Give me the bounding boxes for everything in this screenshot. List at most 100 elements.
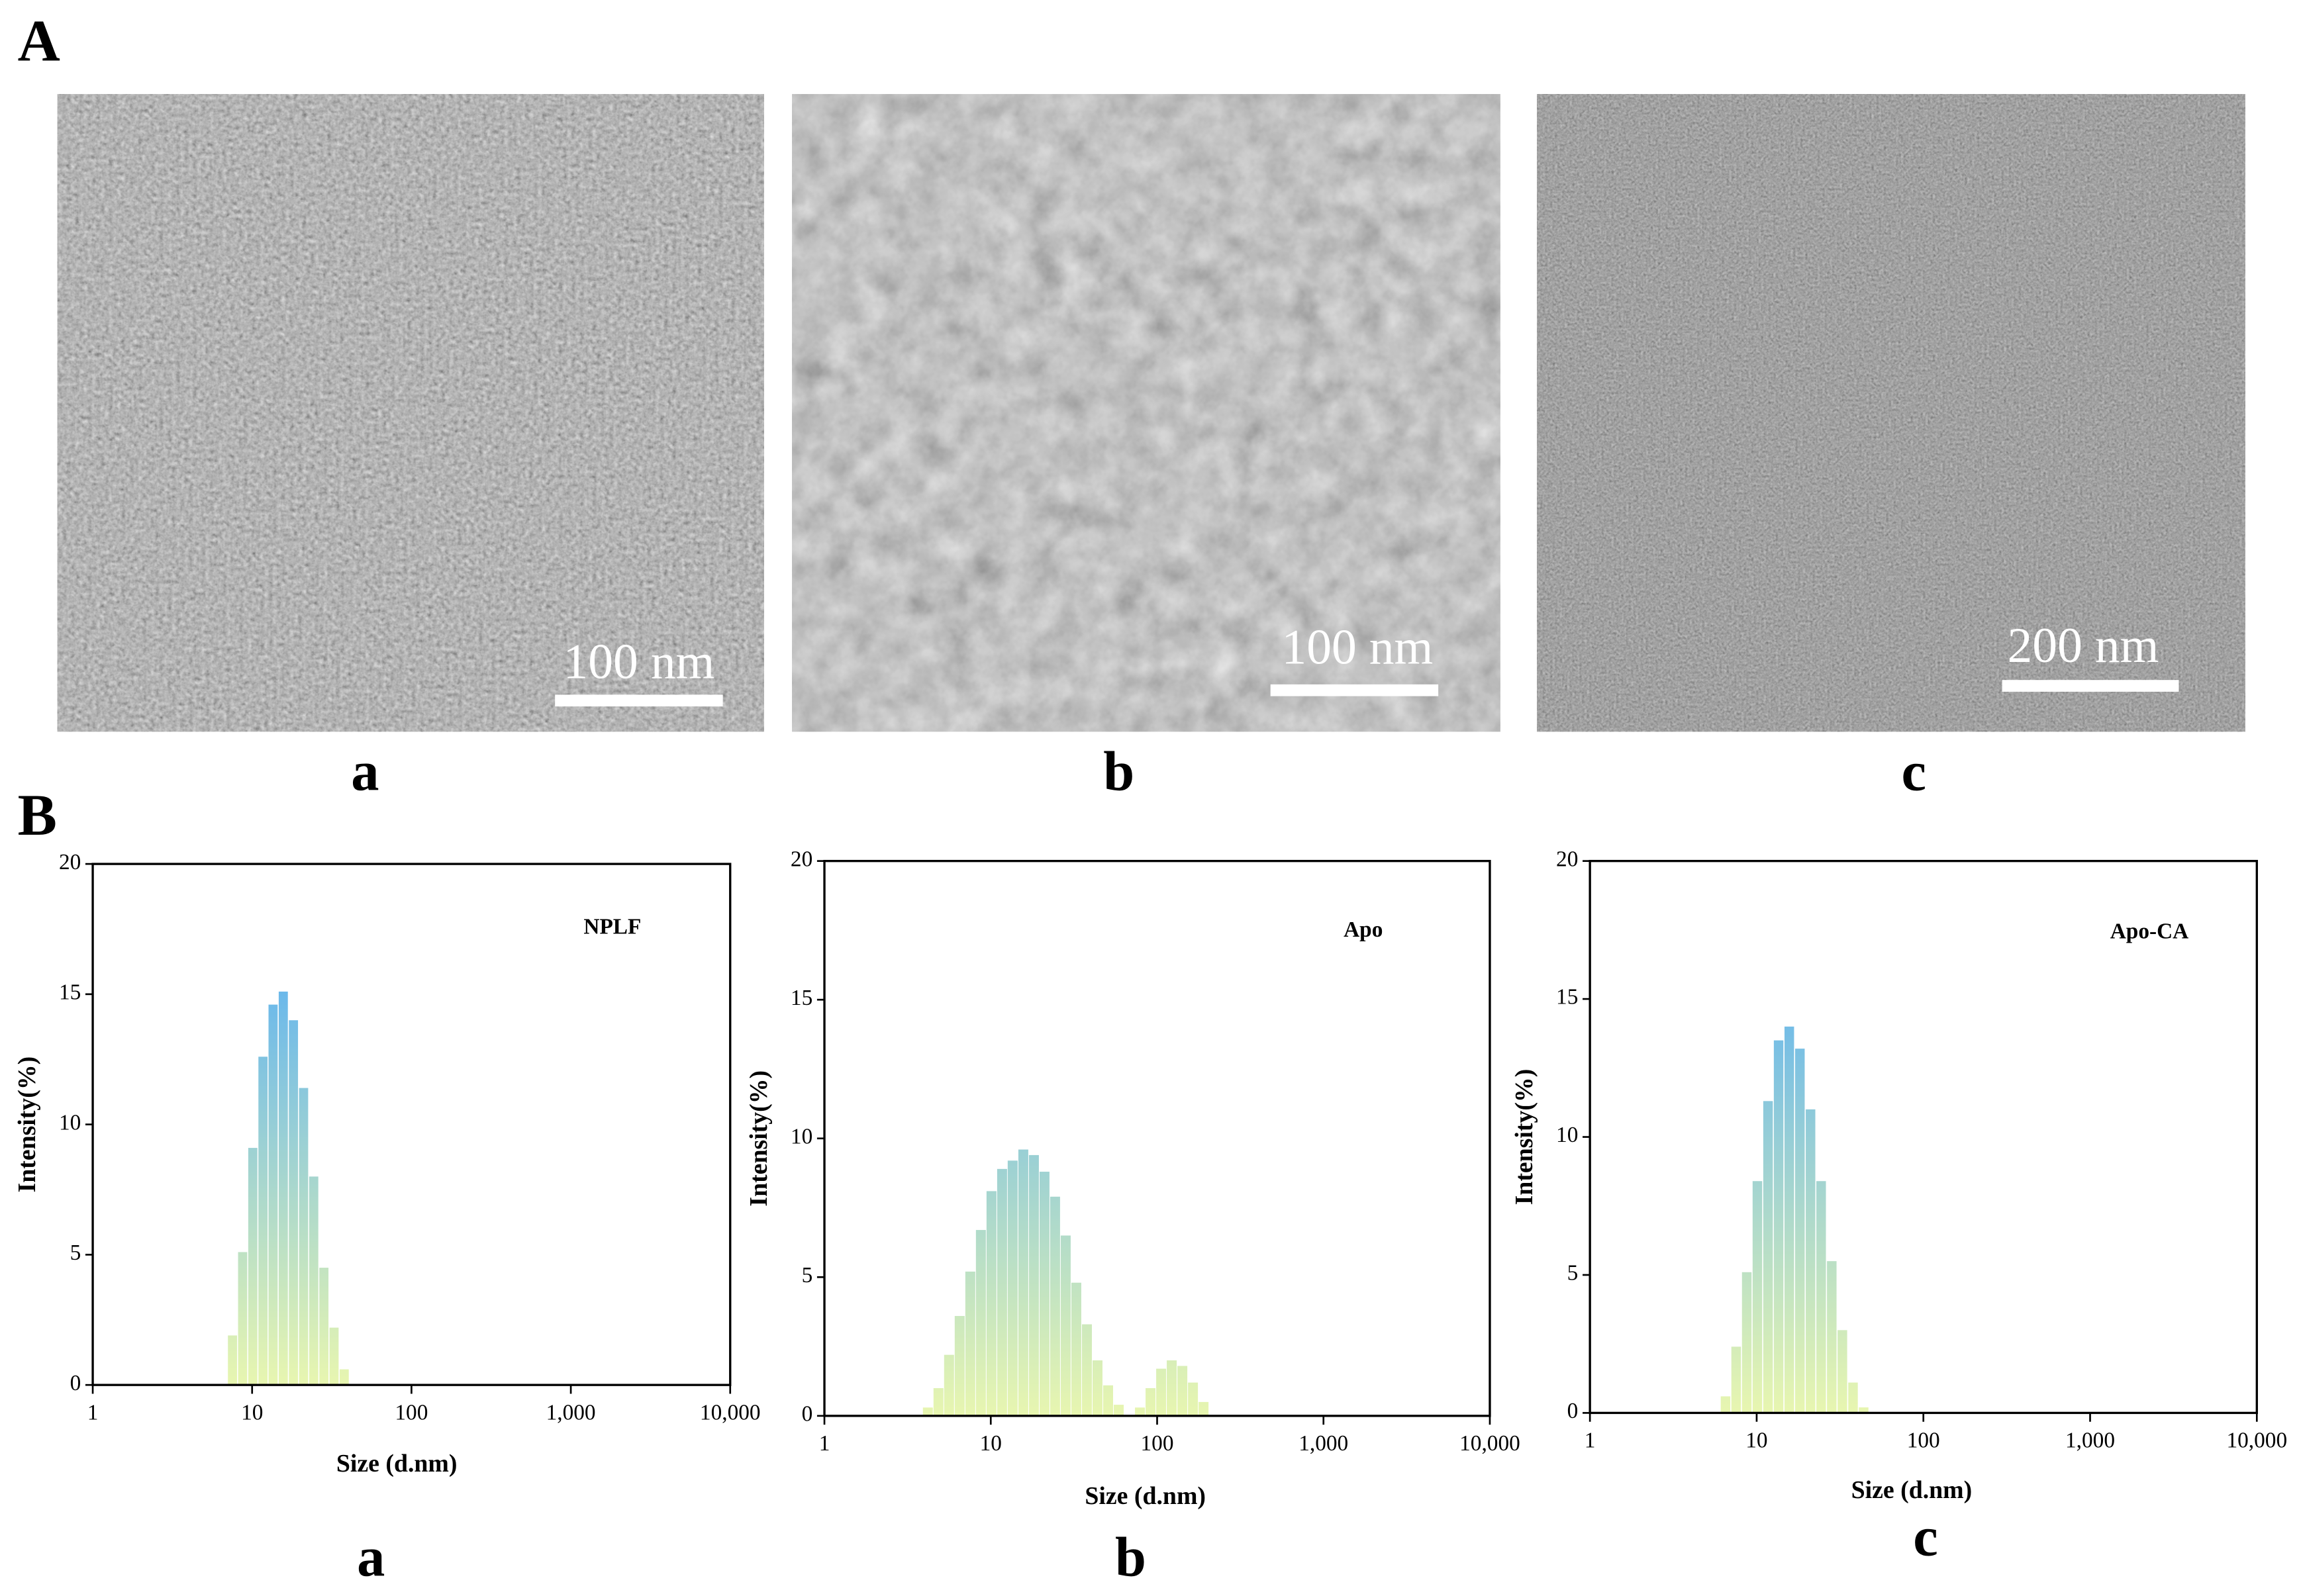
bar <box>1752 1181 1763 1413</box>
x-tick-label: 10 <box>980 1431 1002 1456</box>
y-tick-label: 20 <box>791 847 812 871</box>
bar <box>965 1271 975 1416</box>
legend-label: NPLF <box>583 915 641 939</box>
bar <box>1092 1360 1102 1416</box>
x-tick-label: 100 <box>1907 1429 1940 1453</box>
sub-label: b <box>1115 1527 1146 1589</box>
bar <box>268 1004 278 1385</box>
bar <box>1816 1181 1826 1413</box>
bar <box>1827 1261 1837 1413</box>
sub-label: a <box>357 1527 385 1589</box>
sub-label: b <box>1103 741 1134 802</box>
bar <box>1188 1382 1199 1416</box>
bar <box>309 1176 318 1385</box>
y-tick-label: 10 <box>1556 1123 1578 1147</box>
bar <box>1177 1366 1188 1416</box>
x-axis-label: Size (d.nm) <box>336 1450 458 1478</box>
tem-texture <box>57 94 764 732</box>
panel-label: A <box>18 9 60 74</box>
bar <box>238 1252 248 1385</box>
y-axis-label: Intensity(%) <box>13 1056 41 1193</box>
bar <box>1167 1360 1177 1416</box>
y-tick-label: 10 <box>791 1124 812 1149</box>
x-tick-label: 10,000 <box>2226 1429 2287 1453</box>
x-tick-label: 10,000 <box>1459 1431 1520 1456</box>
bar <box>289 1020 299 1385</box>
bar <box>1784 1026 1794 1413</box>
bar <box>1741 1272 1752 1413</box>
scale-bar <box>555 694 723 707</box>
bar <box>329 1327 339 1385</box>
bar <box>933 1387 944 1416</box>
bar <box>1199 1401 1209 1416</box>
bar <box>1007 1160 1018 1416</box>
bar <box>944 1354 954 1416</box>
scale-bar-label: 100 nm <box>563 635 714 690</box>
bar <box>1156 1368 1167 1416</box>
x-tick-label: 1 <box>87 1400 99 1425</box>
bar <box>1071 1282 1081 1416</box>
bar <box>1146 1387 1156 1416</box>
bar <box>339 1369 349 1385</box>
bar <box>997 1168 1007 1416</box>
bar <box>1731 1346 1741 1413</box>
plot-frame <box>823 859 1491 1417</box>
bar <box>1103 1385 1113 1416</box>
bar <box>1028 1154 1039 1416</box>
y-tick-label: 20 <box>59 850 81 874</box>
sub-label: a <box>351 741 379 802</box>
y-tick-label: 5 <box>1567 1261 1579 1286</box>
bar <box>1018 1149 1028 1416</box>
x-tick-label: 1,000 <box>2065 1429 2115 1453</box>
y-tick-label: 5 <box>802 1263 813 1288</box>
bar <box>319 1268 329 1385</box>
bar <box>278 991 288 1385</box>
bar <box>1135 1407 1146 1416</box>
y-tick-label: 10 <box>59 1110 81 1135</box>
bar <box>954 1315 965 1416</box>
bar <box>258 1056 268 1385</box>
y-tick-label: 15 <box>1556 985 1578 1009</box>
plot-frame <box>91 863 732 1386</box>
x-tick-label: 100 <box>395 1400 428 1425</box>
x-tick-label: 10 <box>241 1400 263 1425</box>
y-axis-label: Intensity(%) <box>745 1070 773 1207</box>
bar <box>1859 1407 1869 1413</box>
bar <box>922 1407 933 1416</box>
y-tick-label: 15 <box>59 980 81 1005</box>
y-tick-label: 5 <box>70 1241 81 1265</box>
tem-texture <box>792 94 1500 732</box>
x-tick-label: 10 <box>1745 1429 1767 1453</box>
y-tick-label: 0 <box>802 1402 813 1427</box>
bar <box>1060 1235 1071 1416</box>
bar <box>1039 1172 1050 1416</box>
legend-label: Apo-CA <box>2110 919 2189 943</box>
scale-bar-label: 100 nm <box>1281 620 1433 675</box>
bar <box>1114 1405 1124 1416</box>
bar <box>228 1335 238 1385</box>
sub-label: c <box>1902 741 1926 802</box>
bar <box>1773 1040 1784 1413</box>
x-tick-label: 1 <box>819 1431 830 1456</box>
x-tick-label: 1,000 <box>546 1400 596 1425</box>
x-axis-label: Size (d.nm) <box>1851 1476 1973 1504</box>
scale-bar <box>1270 684 1439 696</box>
bar <box>1050 1196 1060 1416</box>
bar <box>1806 1109 1816 1413</box>
bar <box>1081 1324 1092 1416</box>
y-tick-label: 0 <box>70 1371 81 1395</box>
scale-bar <box>2002 680 2179 692</box>
bar <box>1720 1396 1731 1413</box>
y-tick-label: 15 <box>791 986 812 1010</box>
bar <box>1795 1049 1805 1413</box>
legend-label: Apo <box>1344 917 1383 942</box>
y-axis-label: Intensity(%) <box>1510 1069 1538 1205</box>
panel-label: B <box>18 783 57 848</box>
y-tick-label: 0 <box>1567 1399 1579 1423</box>
x-axis-label: Size (d.nm) <box>1085 1482 1206 1510</box>
x-tick-label: 1,000 <box>1298 1431 1348 1456</box>
bar <box>1837 1330 1847 1413</box>
y-tick-label: 20 <box>1556 847 1578 871</box>
